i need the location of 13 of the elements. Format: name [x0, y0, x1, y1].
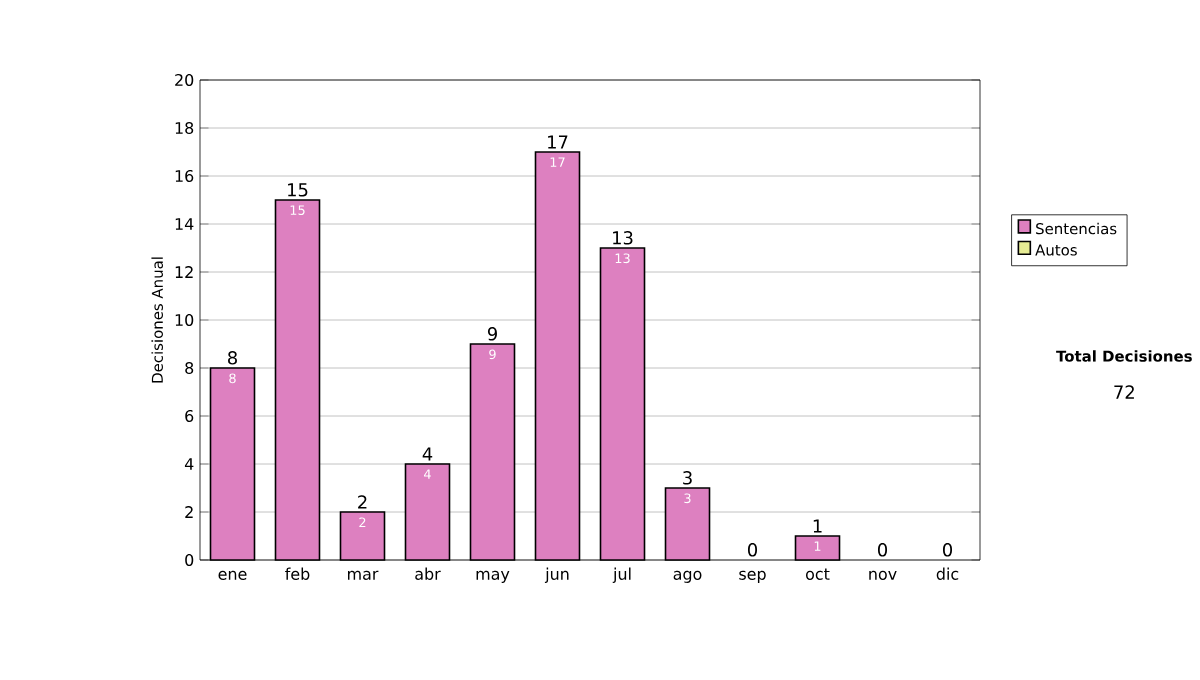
total-label: 0	[747, 543, 758, 557]
total-label: 2	[358, 495, 367, 509]
total-label: 15	[288, 183, 308, 197]
total-label: 13	[613, 231, 633, 245]
total-label: 9	[487, 327, 497, 341]
text: 72	[1114, 385, 1134, 399]
total-label: 1	[813, 519, 822, 533]
total-label: 17	[548, 135, 568, 149]
total-label: 0	[877, 543, 888, 557]
total-label: 4	[422, 447, 433, 461]
total-label: 3	[683, 471, 692, 485]
total-label: 8	[228, 351, 237, 365]
total-label: 0	[942, 543, 953, 557]
